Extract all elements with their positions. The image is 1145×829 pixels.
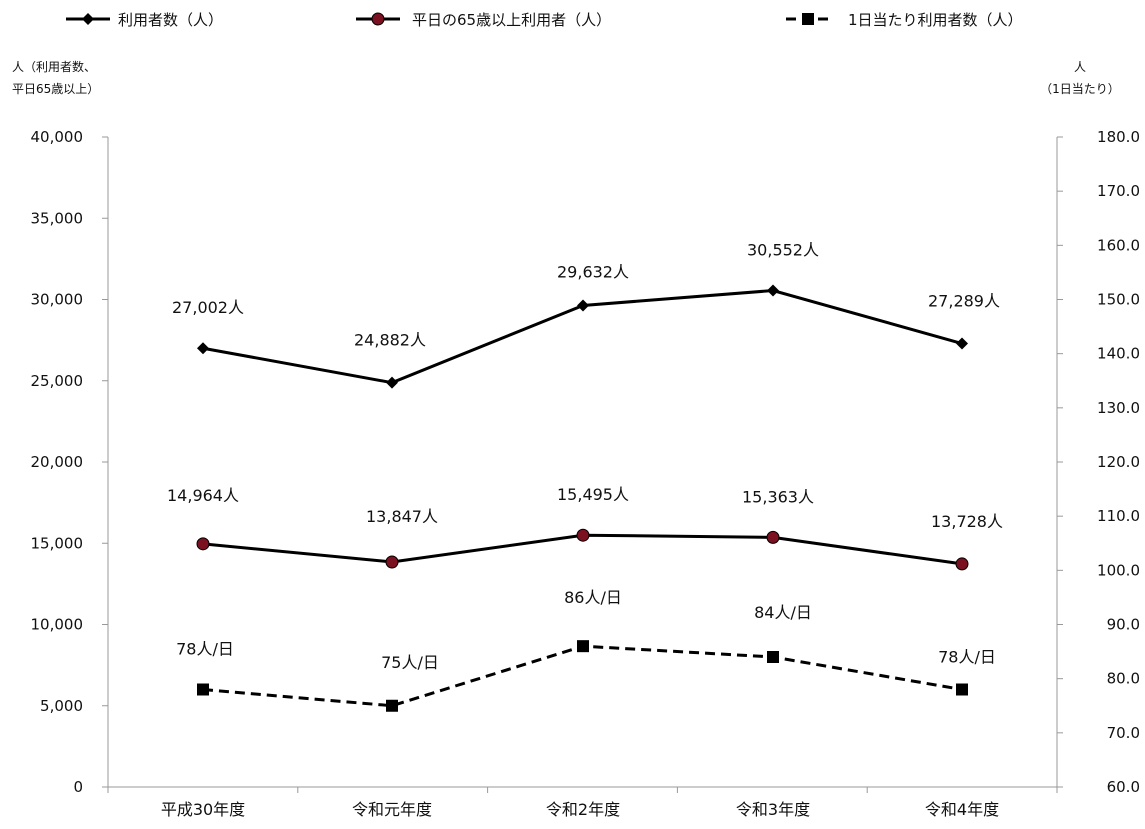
series-3-point: [386, 699, 398, 712]
series-layer: [196, 284, 969, 712]
right-tick-label: 130.0: [1097, 399, 1140, 417]
data-labels: 27,002人 24,882人 29,632人 30,552人 27,289人 14,96…: [167, 241, 1003, 672]
series-3-point: [197, 683, 209, 696]
series-3-data-label: 84人/日: [754, 603, 812, 622]
legend-label-2: 平日の65歳以上利用者（人）: [412, 11, 611, 29]
left-tick-label: 10,000: [31, 616, 84, 634]
left-tick-label: 20,000: [31, 453, 84, 471]
series-1-data-label: 27,002人: [172, 298, 244, 317]
right-tick-label: 180.0: [1097, 128, 1140, 146]
x-tick-label: 令和元年度: [352, 800, 432, 819]
series-3-data-label: 78人/日: [938, 648, 996, 667]
series-3-data-label: 78人/日: [176, 640, 234, 659]
right-tick-label: 100.0: [1097, 561, 1140, 579]
series-3-point: [577, 640, 589, 653]
series-1-point: [197, 342, 209, 355]
right-tick-label: 150.0: [1097, 291, 1140, 309]
series-2-point: [576, 528, 590, 542]
right-tick-label: 110.0: [1097, 507, 1140, 525]
left-tick-label: 15,000: [31, 534, 84, 552]
series-1-point: [956, 337, 968, 350]
series-2-point: [955, 557, 969, 571]
right-tick-label: 160.0: [1097, 236, 1140, 254]
x-tick-label: 令和3年度: [736, 800, 810, 819]
left-tick-label: 30,000: [31, 291, 84, 309]
series-1-data-label: 29,632人: [557, 262, 629, 281]
legend-label-1: 利用者数（人）: [118, 11, 223, 29]
series-2-data-label: 14,964人: [167, 486, 239, 505]
legend-label-3: 1日当たり利用者数（人）: [848, 11, 1023, 29]
series-2-data-label: 13,847人: [366, 507, 438, 526]
x-tick-label: 令和2年度: [546, 800, 620, 819]
series-1-data-label: 27,289人: [928, 292, 1000, 311]
left-tick-label: 0: [73, 778, 83, 796]
series-2-data-label: 15,495人: [557, 485, 629, 504]
x-tick-label: 平成30年度: [161, 800, 245, 819]
right-tick-label: 60.0: [1107, 778, 1140, 796]
legend-marker-1: [82, 13, 94, 25]
series-1-point: [386, 376, 398, 389]
series-1-point: [767, 284, 779, 297]
left-axis-title-line-1: 人（利用者数、: [12, 59, 96, 74]
right-axis-title-line-1: 人: [1074, 60, 1086, 74]
series-3-data-label: 75人/日: [381, 653, 439, 672]
x-tick-label: 令和4年度: [925, 800, 999, 819]
left-axis-title-line-2: 平日65歳以上）: [12, 82, 99, 96]
right-tick-label: 170.0: [1097, 182, 1140, 200]
legend: 利用者数（人） 平日の65歳以上利用者（人） 1日当たり利用者数（人）: [66, 11, 1023, 29]
series-2-point: [766, 530, 780, 544]
series-line-3: [202, 644, 963, 708]
legend-marker-3: [802, 13, 814, 25]
left-tick-label: 25,000: [31, 372, 84, 390]
series-3-point: [767, 651, 779, 663]
series-3-data-label: 86人/日: [564, 588, 622, 607]
right-tick-label: 120.0: [1097, 453, 1140, 471]
series-1-data-label: 24,882人: [354, 331, 426, 350]
legend-marker-2: [371, 12, 385, 26]
right-tick-label: 90.0: [1107, 616, 1140, 634]
series-3-point: [956, 683, 968, 696]
right-tick-label: 140.0: [1097, 345, 1140, 363]
right-tick-label: 80.0: [1107, 670, 1140, 688]
axes: 0 5,000 10,000 15,000 20,000 25,000 30,000 35,0…: [31, 128, 1141, 819]
right-axis-title-line-2: （1日当たり）: [1040, 82, 1120, 96]
series-2-data-label: 15,363人: [742, 487, 814, 506]
left-tick-label: 40,000: [31, 128, 84, 146]
left-tick-label: 5,000: [40, 697, 83, 715]
left-tick-label: 35,000: [31, 209, 84, 227]
series-2-point: [385, 555, 399, 569]
series-1-data-label: 30,552人: [747, 241, 819, 260]
series-2-point: [196, 537, 210, 551]
series-1-point: [577, 299, 589, 312]
series-2-data-label: 13,728人: [931, 512, 1003, 531]
right-tick-label: 70.0: [1107, 724, 1140, 742]
